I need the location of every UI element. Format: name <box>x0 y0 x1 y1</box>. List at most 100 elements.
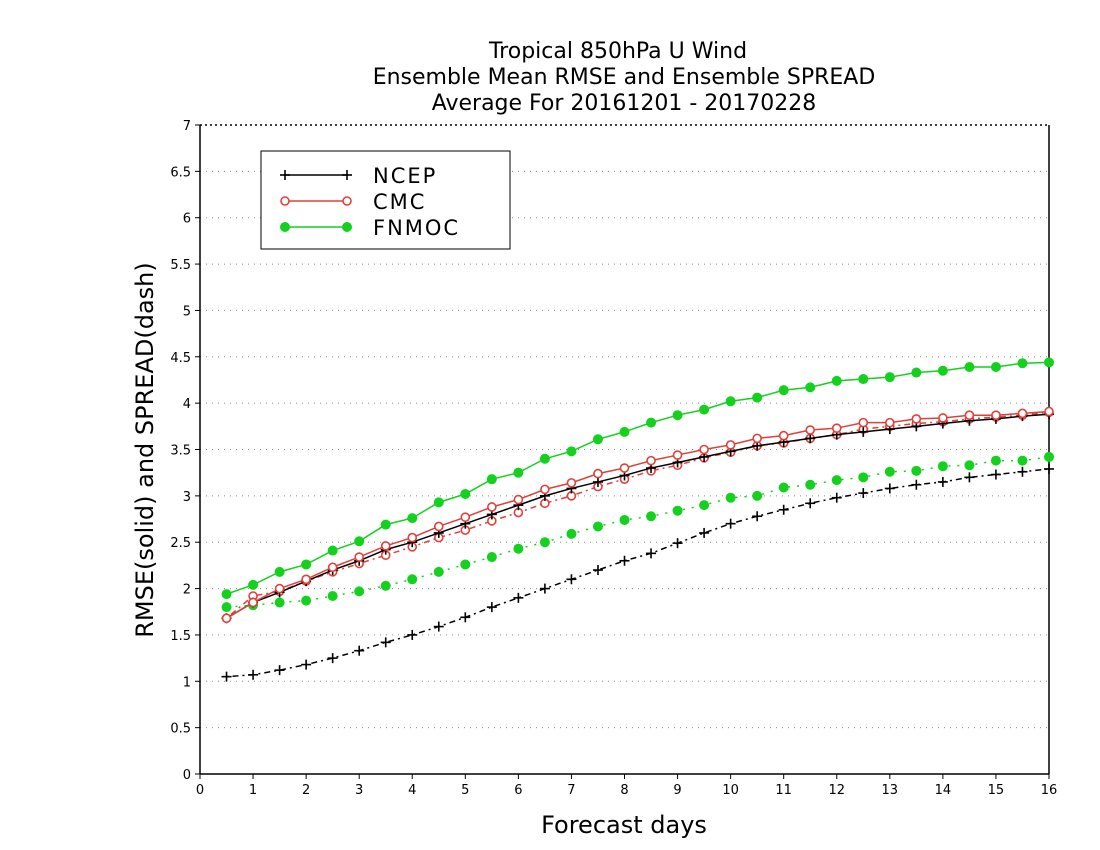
x-tick-label: 4 <box>408 783 416 798</box>
ncep-spread-point <box>990 469 1001 480</box>
legend-marker-cmc <box>280 196 290 206</box>
x-tick-label: 1 <box>249 783 257 798</box>
fnmoc-rmse-point <box>274 566 285 577</box>
legend-label-cmc: CMC <box>373 190 426 214</box>
fnmoc-rmse-point <box>672 410 683 421</box>
cmc-rmse-point <box>991 410 1001 420</box>
cmc-rmse-point <box>725 440 736 450</box>
fnmoc-rmse-point <box>221 589 232 600</box>
grid <box>200 170 1049 729</box>
fnmoc-spread-point <box>380 580 391 591</box>
fnmoc-rmse-point <box>248 579 259 590</box>
cmc-rmse-point <box>858 417 869 428</box>
ncep-spread-point <box>911 479 922 490</box>
y-tick-label: 1 <box>183 675 191 690</box>
cmc-rmse-point <box>805 425 816 435</box>
cmc-rmse-point <box>380 541 391 551</box>
legend-marker-ncep <box>342 170 352 180</box>
x-tick-label: 13 <box>882 783 899 798</box>
ncep-spread-point <box>486 602 497 613</box>
fnmoc-spread-point <box>592 521 603 532</box>
ncep-spread-point <box>619 555 630 566</box>
ncep-spread-point <box>513 592 524 603</box>
fnmoc-spread-point <box>937 461 948 472</box>
x-tick-label: 9 <box>673 783 681 798</box>
fnmoc-spread-point <box>858 472 869 483</box>
ncep-spread-point <box>1017 466 1028 477</box>
ncep-rmse-point <box>805 433 816 444</box>
ncep-spread-point <box>778 504 789 515</box>
fnmoc-rmse-point <box>884 372 895 383</box>
ncep-spread-point <box>725 518 736 529</box>
fnmoc-spread-point <box>911 465 922 476</box>
ncep-spread-point <box>858 488 869 499</box>
cmc-rmse-point <box>885 417 895 428</box>
fnmoc-rmse-point <box>1017 358 1028 369</box>
fnmoc-rmse-point <box>858 374 869 385</box>
ncep-spread-point <box>646 548 657 559</box>
fnmoc-rmse-point <box>725 396 736 407</box>
fnmoc-rmse-point <box>566 446 577 457</box>
y-tick-label: 0.5 <box>170 722 191 737</box>
fnmoc-rmse-point <box>513 467 524 478</box>
cmc-rmse-point <box>248 597 258 608</box>
fnmoc-rmse-point <box>407 513 418 524</box>
cmc-rmse-point <box>593 468 603 479</box>
x-tick-label: 3 <box>355 783 363 798</box>
ncep-spread-point <box>248 669 259 680</box>
cmc-rmse-point <box>964 410 975 420</box>
fnmoc-rmse-point <box>592 434 603 445</box>
fnmoc-rmse-point <box>937 365 948 376</box>
y-tick-label: 6 <box>183 212 191 227</box>
fnmoc-spread-point <box>752 490 763 501</box>
cmc-rmse-point <box>513 494 524 505</box>
y-tick-label: 2.5 <box>170 536 191 551</box>
fnmoc-rmse-point <box>327 545 338 556</box>
cmc-rmse-point <box>672 450 683 460</box>
fnmoc-spread-point <box>1044 451 1054 462</box>
ncep-spread-point <box>460 612 471 623</box>
ncep-spread-point <box>221 671 232 682</box>
x-tick-label: 14 <box>935 783 952 798</box>
x-tick-label: 11 <box>775 783 792 798</box>
fnmoc-spread-point <box>513 543 524 554</box>
fnmoc-spread-point <box>619 514 630 525</box>
fnmoc-spread-point <box>1017 455 1028 466</box>
cmc-rmse-point <box>540 484 550 495</box>
x-tick-label: 12 <box>828 783 845 798</box>
fnmoc-rmse-point <box>380 519 391 530</box>
fnmoc-spread-point <box>805 479 816 490</box>
x-axis-label: Forecast days <box>541 811 707 839</box>
fnmoc-rmse-point <box>354 536 365 547</box>
x-tick-label: 7 <box>567 783 575 798</box>
legend-marker-cmc <box>342 196 352 206</box>
cmc-rmse-point <box>487 502 497 512</box>
cmc-rmse-point <box>566 478 577 488</box>
ncep-spread-point <box>274 665 285 676</box>
fnmoc-spread-point <box>646 511 657 522</box>
cmc-rmse-point <box>1017 408 1028 419</box>
fnmoc-spread-point <box>990 455 1001 466</box>
y-tick-label: 3.5 <box>170 444 191 459</box>
ncep-spread-point <box>964 472 975 483</box>
fnmoc-rmse-point <box>911 367 922 378</box>
y-tick-label: 3 <box>183 490 191 505</box>
fnmoc-rmse-point <box>752 392 763 403</box>
fnmoc-spread-point <box>725 492 736 503</box>
fnmoc-rmse-line <box>226 361 1050 595</box>
x-tick-label: 10 <box>722 783 739 798</box>
x-tick-label: 15 <box>988 783 1005 798</box>
chart-title-line-2: Ensemble Mean RMSE and Ensemble SPREAD <box>373 65 876 90</box>
y-tick-label: 6.5 <box>170 165 191 180</box>
fnmoc-spread-point <box>407 574 418 585</box>
x-tick-label: 2 <box>302 783 310 798</box>
y-tick-label: 4.5 <box>170 351 191 366</box>
fnmoc-rmse-point <box>619 426 630 437</box>
ncep-spread-point <box>699 527 710 538</box>
fnmoc-rmse-point <box>831 375 842 386</box>
y-tick-label: 7 <box>183 119 191 134</box>
fnmoc-spread-point <box>699 500 710 511</box>
cmc-rmse-line <box>226 410 1050 619</box>
